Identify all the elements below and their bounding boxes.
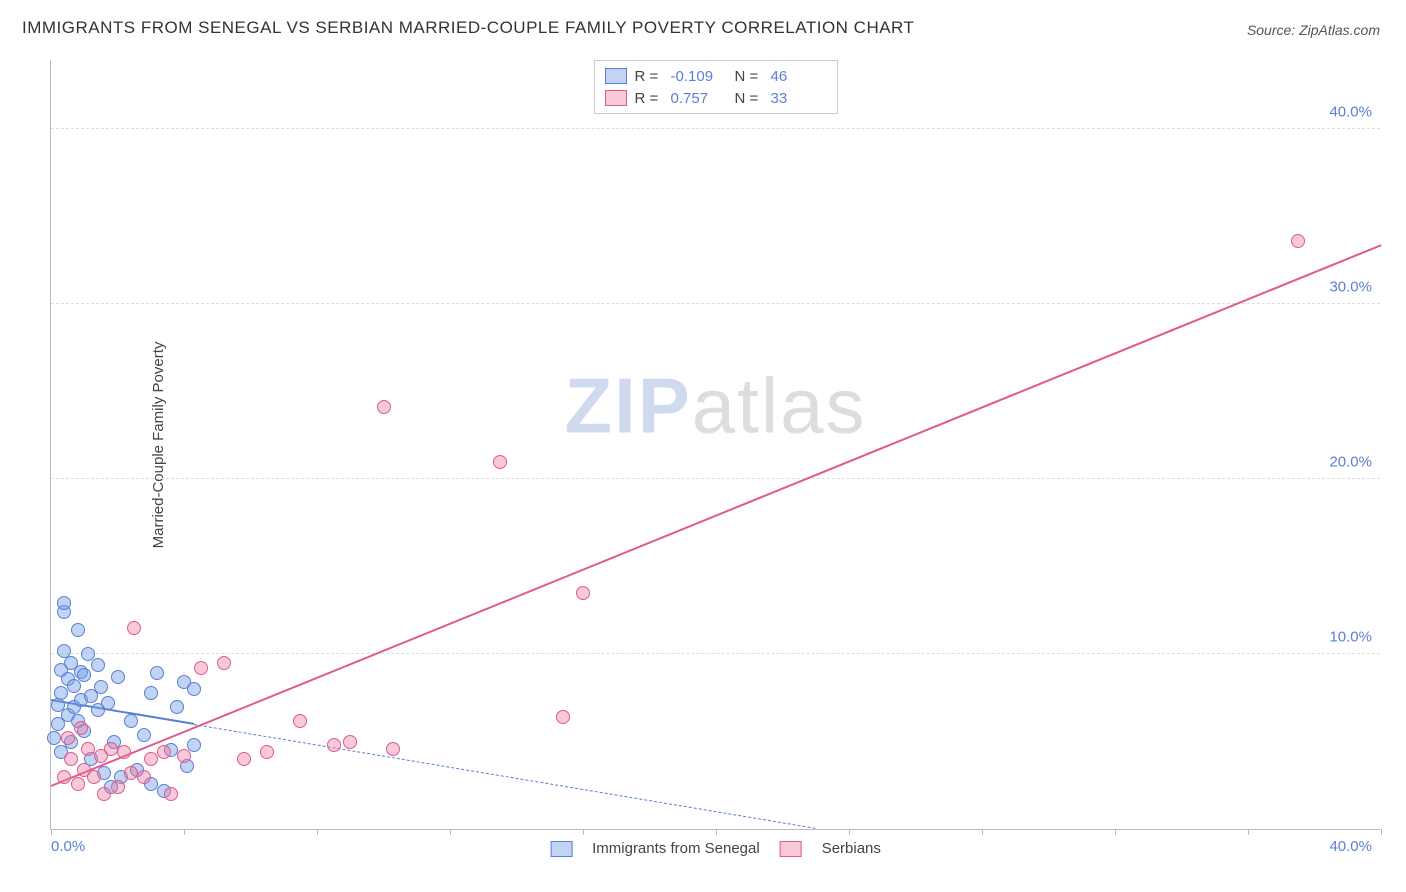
data-point xyxy=(144,686,158,700)
data-point xyxy=(71,777,85,791)
trend-line xyxy=(194,724,816,829)
data-point xyxy=(91,658,105,672)
data-point xyxy=(217,656,231,670)
data-point xyxy=(111,780,125,794)
legend-n-label: N = xyxy=(735,90,763,107)
legend-bottom: Immigrants from Senegal Serbians xyxy=(550,840,881,857)
data-point xyxy=(74,721,88,735)
data-point xyxy=(377,400,391,414)
data-point xyxy=(97,787,111,801)
x-tick-mark xyxy=(849,829,850,835)
gridline xyxy=(51,653,1380,654)
data-point xyxy=(293,714,307,728)
legend-swatch xyxy=(605,90,627,106)
data-point xyxy=(71,623,85,637)
data-point xyxy=(177,749,191,763)
watermark: ZIPatlas xyxy=(564,361,866,452)
data-point xyxy=(104,742,118,756)
y-axis-label: Married-Couple Family Poverty xyxy=(150,341,167,548)
legend-swatch xyxy=(550,841,572,857)
data-point xyxy=(94,680,108,694)
data-point xyxy=(47,731,61,745)
x-tick-mark xyxy=(1381,829,1382,835)
x-tick-mark xyxy=(1248,829,1249,835)
legend-stats: R = -0.109 N = 46 R = 0.757 N = 33 xyxy=(594,60,838,114)
data-point xyxy=(101,696,115,710)
legend-r-value: 0.757 xyxy=(671,90,727,107)
data-point xyxy=(194,661,208,675)
data-point xyxy=(576,586,590,600)
data-point xyxy=(124,766,138,780)
x-tick-label: 40.0% xyxy=(1329,838,1372,855)
data-point xyxy=(137,728,151,742)
x-tick-mark xyxy=(583,829,584,835)
data-point xyxy=(556,710,570,724)
legend-n-value: 33 xyxy=(771,90,827,107)
y-tick-label: 40.0% xyxy=(1329,104,1372,121)
source-label: Source: ZipAtlas.com xyxy=(1247,22,1380,38)
data-point xyxy=(124,714,138,728)
data-point xyxy=(237,752,251,766)
data-point xyxy=(64,752,78,766)
data-point xyxy=(87,770,101,784)
data-point xyxy=(77,668,91,682)
data-point xyxy=(157,745,171,759)
x-tick-mark xyxy=(1115,829,1116,835)
data-point xyxy=(343,735,357,749)
x-tick-mark xyxy=(317,829,318,835)
scatter-plot: Married-Couple Family Poverty ZIPatlas R… xyxy=(50,60,1380,830)
data-point xyxy=(54,686,68,700)
x-tick-mark xyxy=(51,829,52,835)
x-tick-label: 0.0% xyxy=(51,838,85,855)
legend-label: Serbians xyxy=(822,840,881,857)
data-point xyxy=(187,682,201,696)
data-point xyxy=(327,738,341,752)
data-point xyxy=(170,700,184,714)
data-point xyxy=(111,670,125,684)
data-point xyxy=(144,752,158,766)
legend-n-value: 46 xyxy=(771,68,827,85)
data-point xyxy=(493,455,507,469)
watermark-zip: ZIP xyxy=(564,362,691,450)
legend-stats-row: R = -0.109 N = 46 xyxy=(605,65,827,87)
legend-n-label: N = xyxy=(735,68,763,85)
x-tick-mark xyxy=(982,829,983,835)
data-point xyxy=(61,731,75,745)
data-point xyxy=(57,770,71,784)
data-point xyxy=(117,745,131,759)
y-tick-label: 20.0% xyxy=(1329,454,1372,471)
y-tick-label: 30.0% xyxy=(1329,279,1372,296)
data-point xyxy=(127,621,141,635)
data-point xyxy=(1291,234,1305,248)
data-point xyxy=(386,742,400,756)
data-point xyxy=(164,787,178,801)
legend-swatch xyxy=(605,68,627,84)
y-tick-label: 10.0% xyxy=(1329,629,1372,646)
data-point xyxy=(137,770,151,784)
x-tick-mark xyxy=(184,829,185,835)
watermark-atlas: atlas xyxy=(692,362,867,450)
data-point xyxy=(150,666,164,680)
chart-title: IMMIGRANTS FROM SENEGAL VS SERBIAN MARRI… xyxy=(22,18,914,38)
data-point xyxy=(57,596,71,610)
data-point xyxy=(81,742,95,756)
legend-r-label: R = xyxy=(635,68,663,85)
gridline xyxy=(51,478,1380,479)
gridline xyxy=(51,128,1380,129)
data-point xyxy=(260,745,274,759)
legend-r-label: R = xyxy=(635,90,663,107)
gridline xyxy=(51,303,1380,304)
legend-stats-row: R = 0.757 N = 33 xyxy=(605,87,827,109)
legend-label: Immigrants from Senegal xyxy=(592,840,760,857)
legend-r-value: -0.109 xyxy=(671,68,727,85)
legend-swatch xyxy=(780,841,802,857)
trend-line xyxy=(51,244,1382,787)
x-tick-mark xyxy=(716,829,717,835)
x-tick-mark xyxy=(450,829,451,835)
